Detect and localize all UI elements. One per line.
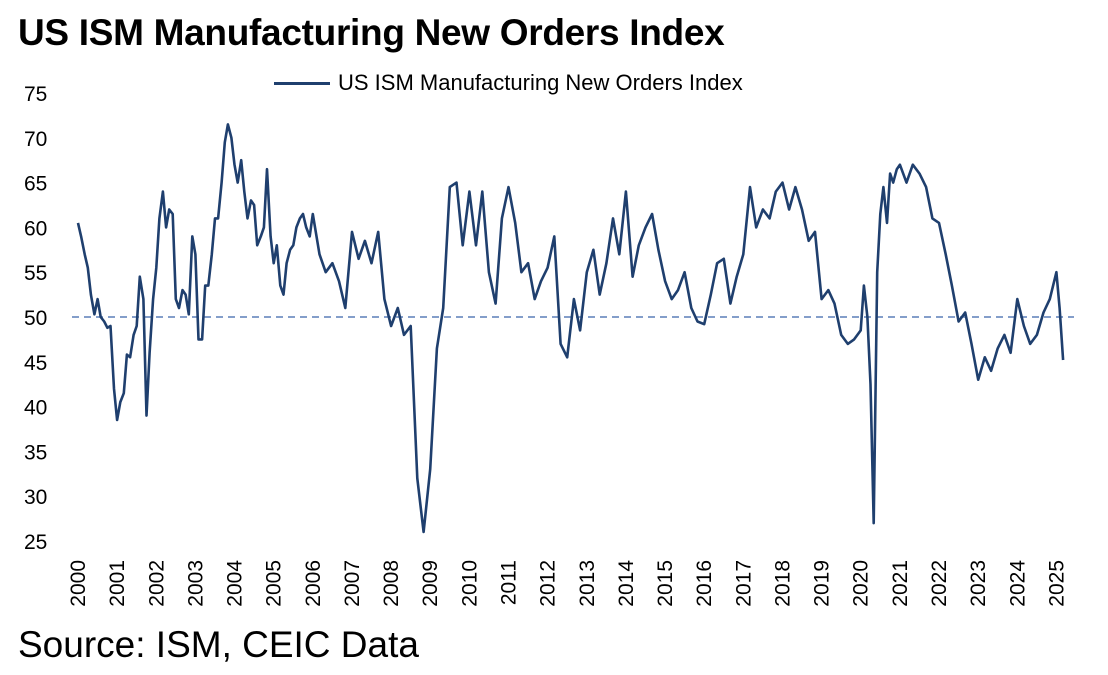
y-tick-label: 50 — [24, 307, 47, 330]
x-tick-label: 2015 — [654, 560, 677, 607]
x-tick-label: 2019 — [811, 560, 834, 607]
x-tick-label: 2010 — [458, 560, 481, 607]
x-tick-label: 2003 — [184, 560, 207, 607]
x-tick-label: 2008 — [380, 560, 403, 607]
x-tick-label: 2022 — [928, 560, 951, 607]
x-tick-label: 2012 — [537, 560, 560, 607]
x-tick-label: 2002 — [145, 560, 168, 607]
legend: US ISM Manufacturing New Orders Index — [274, 70, 743, 96]
x-tick-label: 2006 — [302, 560, 325, 607]
y-tick-label: 45 — [24, 352, 47, 375]
series-line — [76, 123, 1065, 534]
x-tick-label: 2007 — [341, 560, 364, 607]
y-tick-label: 75 — [24, 83, 47, 106]
x-tick-label: 2004 — [224, 560, 247, 607]
x-tick-label: 2001 — [106, 560, 129, 607]
x-tick-label: 2005 — [263, 560, 286, 607]
x-tick-label: 2020 — [850, 560, 873, 607]
x-tick-label: 2000 — [67, 560, 90, 607]
x-tick-label: 2013 — [576, 560, 599, 607]
y-tick-label: 55 — [24, 262, 47, 285]
x-tick-label: 2014 — [615, 560, 638, 607]
x-tick-label: 2011 — [498, 560, 521, 605]
x-tick-label: 2018 — [771, 560, 794, 607]
x-tick-label: 2009 — [419, 560, 442, 607]
y-tick-label: 65 — [24, 173, 47, 196]
chart-title: US ISM Manufacturing New Orders Index — [18, 12, 725, 53]
x-tick-label: 2016 — [693, 560, 716, 607]
x-tick-label: 2023 — [967, 560, 990, 607]
y-tick-label: 70 — [24, 128, 47, 151]
y-tick-label: 35 — [24, 441, 47, 464]
x-tick-label: 2021 — [889, 560, 912, 607]
y-tick-label: 60 — [24, 217, 47, 240]
x-axis: 2000 2001 2002 2003 2004 2005 2006 2007 2008 2009… — [67, 560, 1068, 607]
x-tick-label: 2025 — [1045, 560, 1068, 607]
x-tick-label: 2017 — [732, 560, 755, 607]
y-tick-label: 25 — [24, 531, 47, 554]
x-tick-label: 2024 — [1006, 560, 1029, 607]
source-note: Source: ISM, CEIC Data — [18, 624, 419, 665]
legend-label: US ISM Manufacturing New Orders Index — [338, 70, 743, 95]
y-tick-label: 40 — [24, 397, 47, 420]
y-axis: 25 30 35 40 45 50 55 60 65 70 75 — [24, 83, 47, 554]
y-tick-label: 30 — [24, 486, 47, 509]
legend-swatch — [274, 81, 330, 85]
